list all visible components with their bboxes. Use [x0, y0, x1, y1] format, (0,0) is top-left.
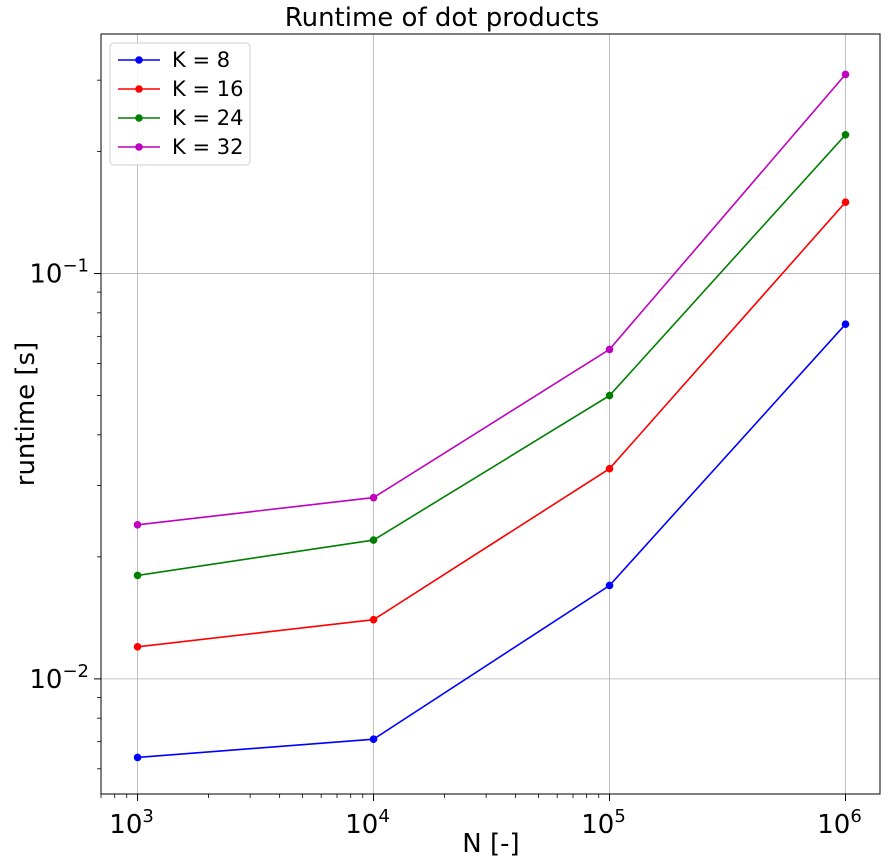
plot-frame: [100, 33, 881, 795]
data-point: [133, 753, 142, 762]
data-point: [605, 581, 614, 590]
x-tick-label: 103: [109, 806, 154, 840]
legend-swatch-marker: [135, 114, 143, 122]
legend-swatch-marker: [135, 143, 143, 151]
series-1: [133, 320, 850, 762]
y-tick-label: 10−2: [29, 661, 89, 695]
x-axis-label: N [-]: [462, 829, 519, 859]
data-point: [133, 571, 142, 580]
legend-item: K = 32: [118, 135, 243, 159]
data-point: [605, 345, 614, 354]
legend-label: K = 24: [172, 106, 243, 130]
x-axis-ticks: 103 104 105 106: [109, 794, 862, 840]
series-line: [137, 134, 847, 577]
data-point: [841, 70, 850, 79]
y-axis-label: runtime [s]: [11, 342, 41, 487]
grid-layer: [101, 34, 880, 794]
data-point: [605, 391, 614, 400]
legend-label: K = 32: [172, 135, 243, 159]
data-point: [369, 615, 378, 624]
series-layer: [133, 70, 850, 762]
x-tick-label: 105: [581, 806, 626, 840]
series-line: [137, 323, 847, 759]
data-point: [841, 320, 850, 329]
data-point: [133, 520, 142, 529]
legend-box: [109, 42, 251, 166]
legend-swatch-marker: [135, 85, 143, 93]
minor-ticks: [97, 79, 600, 798]
legend: K = 8 K = 16 K = 24 K = 32: [109, 42, 251, 166]
legend-item: K = 24: [118, 106, 243, 130]
series-3: [133, 130, 850, 580]
legend-label: K = 16: [172, 77, 243, 101]
data-point: [841, 130, 850, 139]
data-point: [133, 642, 142, 651]
chart-title: Runtime of dot products: [285, 3, 600, 33]
y-tick-label: 10−1: [29, 256, 89, 290]
x-tick-label: 104: [345, 806, 390, 840]
data-point: [369, 493, 378, 502]
data-point: [369, 735, 378, 743]
data-point: [605, 464, 614, 473]
y-axis-ticks: 10−2 10−1: [29, 256, 101, 695]
legend-item: K = 16: [118, 77, 243, 101]
legend-label: K = 8: [172, 48, 230, 72]
series-2: [133, 198, 850, 651]
data-point: [369, 536, 378, 544]
legend-swatch-marker: [135, 56, 143, 64]
series-4: [133, 70, 850, 529]
legend-item: K = 8: [118, 48, 230, 72]
series-line: [137, 73, 847, 526]
x-tick-label: 106: [817, 806, 862, 840]
data-point: [841, 198, 850, 206]
series-line: [137, 201, 847, 648]
